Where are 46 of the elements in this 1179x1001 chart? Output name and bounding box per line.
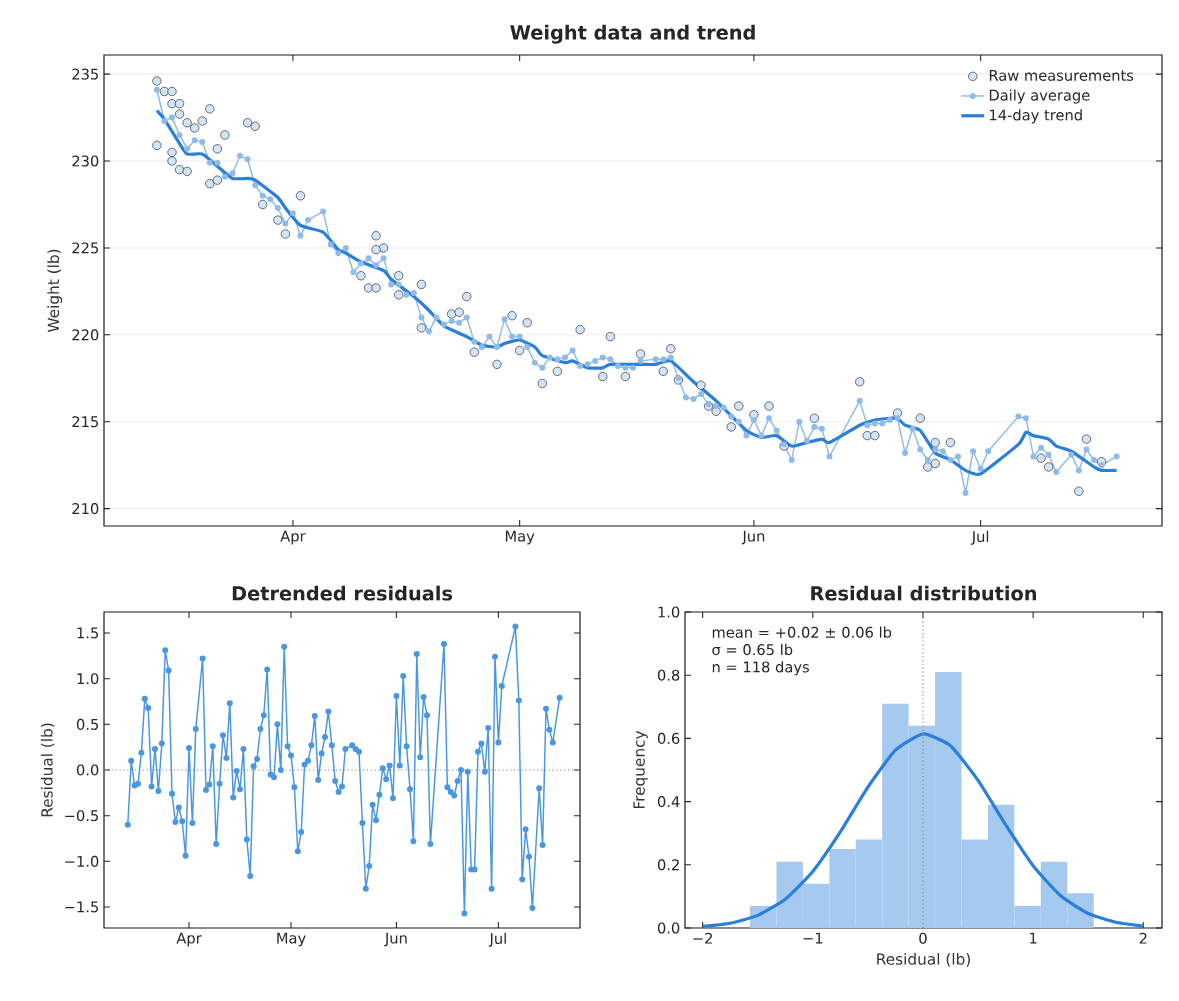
y-axis-title: Frequency <box>633 730 648 809</box>
y-axis-title: Weight (lb) <box>47 249 63 333</box>
y-tick-label: 0.5 <box>76 718 99 730</box>
x-axis-title: Residual (lb) <box>877 952 970 967</box>
y-tick-label: 235 <box>72 68 98 80</box>
y-tick-label: 1.5 <box>77 627 99 639</box>
y-tick-label: 1.0 <box>658 606 680 618</box>
x-tick-label: 0 <box>919 932 927 944</box>
y-tick-label: 230 <box>72 155 99 167</box>
y-tick-label: 225 <box>72 242 98 254</box>
y-tick-label: 1.0 <box>77 673 99 685</box>
chart-title: Weight data and trend <box>510 24 755 44</box>
x-tick-label: Jun <box>384 932 407 947</box>
y-tick-label: −1.5 <box>65 901 99 913</box>
legend-label: Raw measurements <box>989 70 1134 81</box>
x-tick-label: −2 <box>693 932 712 944</box>
y-tick-label: 0.0 <box>76 764 99 776</box>
chart-title: Residual distribution <box>811 585 1037 601</box>
line-series <box>701 732 1145 929</box>
annotation: mean = +0.02 ± 0.06 lb <box>712 626 892 638</box>
y-tick-label: −0.5 <box>65 810 99 822</box>
y-tick-label: 0.2 <box>657 859 679 871</box>
y-axis-title: Residual (lb) <box>40 723 55 817</box>
y-tick-label: 220 <box>72 329 99 341</box>
annotation: n = 118 days <box>712 661 809 676</box>
y-tick-label: 0.6 <box>657 732 680 744</box>
y-tick-label: 215 <box>72 416 98 428</box>
x-tick-label: Apr <box>280 530 306 545</box>
x-tick-label: −1 <box>803 932 823 944</box>
y-tick-label: 210 <box>72 503 99 515</box>
legend-label: 14-day trend <box>990 109 1082 124</box>
y-tick-label: 0.4 <box>657 796 680 808</box>
x-tick-label: Apr <box>176 932 202 947</box>
annotation: σ = 0.65 lb <box>712 643 793 656</box>
y-tick-label: −1.0 <box>65 855 99 867</box>
x-tick-label: 1 <box>1030 932 1037 944</box>
x-tick-label: May <box>505 530 535 545</box>
x-tick-label: 2 <box>1139 932 1147 944</box>
x-tick-label: Jul <box>971 530 989 545</box>
x-tick-label: May <box>277 932 306 947</box>
y-tick-label: 0.0 <box>657 922 680 934</box>
x-tick-label: Jul <box>488 932 506 947</box>
x-tick-label: Jun <box>741 530 765 545</box>
y-tick-label: 0.8 <box>657 669 680 681</box>
legend-label: Daily average <box>989 89 1090 104</box>
chart-title: Detrended residuals <box>232 585 453 601</box>
